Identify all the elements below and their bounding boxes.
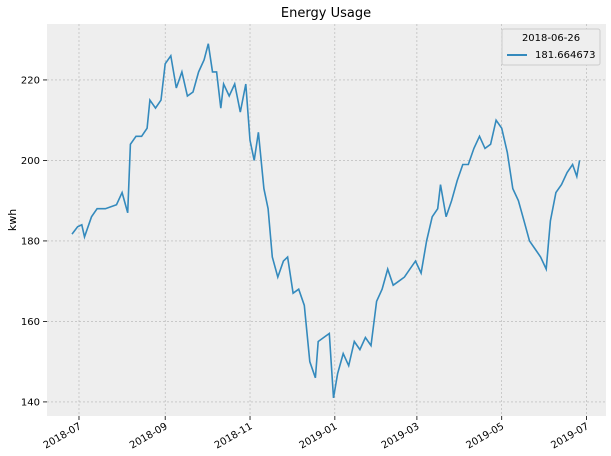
y-tick-label: 160: [21, 317, 40, 328]
plot: [71, 43, 581, 399]
legend-label: 181.664673: [535, 50, 595, 61]
y-tick-label: 220: [21, 75, 40, 86]
x-tick-label: 2018-09: [128, 421, 170, 451]
x-tick-label: 2018-07: [42, 421, 84, 451]
y-axis-label: kwh: [6, 209, 19, 231]
data-line: [71, 43, 581, 399]
y-tick-label: 180: [21, 236, 40, 247]
x-tick-label: 2019-03: [380, 421, 422, 451]
x-tick-label: 2019-01: [298, 421, 340, 451]
chart-title: Energy Usage: [281, 6, 371, 21]
x-tick-label: 2019-07: [549, 421, 591, 451]
plot-background: [47, 24, 606, 416]
y-tick-label: 140: [21, 397, 40, 408]
y-tick-label: 200: [21, 156, 40, 167]
x-tick-label: 2018-11: [213, 421, 255, 451]
legend: 2018-06-26 181.664673: [501, 28, 601, 66]
x-tick-label: 2019-05: [465, 421, 507, 451]
legend-title: 2018-06-26: [522, 33, 580, 44]
